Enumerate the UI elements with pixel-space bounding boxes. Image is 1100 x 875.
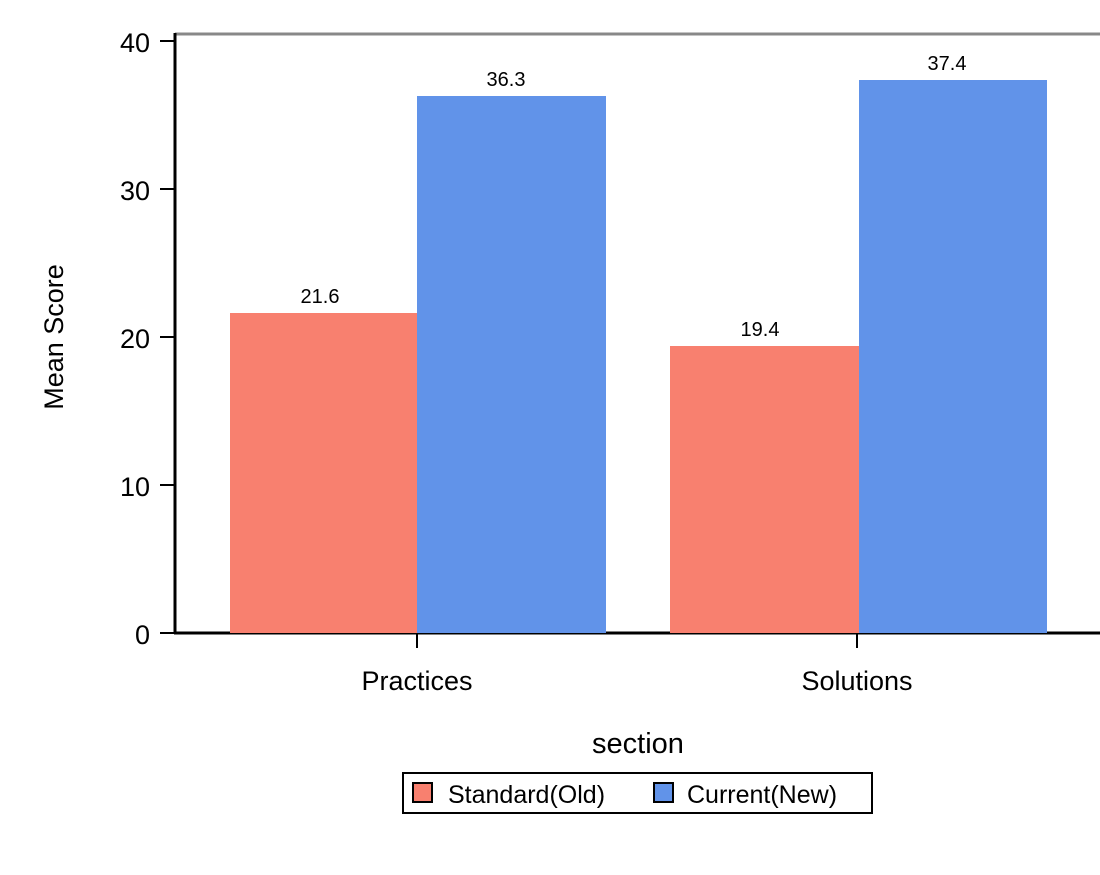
y-tick-label: 40 [120,28,150,58]
data-label: 37.4 [928,53,967,75]
bar-practices-standard [230,313,417,633]
bar-solutions-current [859,80,1047,633]
legend-box [402,772,873,814]
bar-solutions-standard [670,346,859,633]
y-axis-label: Mean Score [39,264,69,410]
data-label: 19.4 [741,319,780,341]
x-tick-label: Practices [361,666,472,696]
data-label: 21.6 [301,286,340,308]
y-ticks: 40 30 20 10 0 [120,28,175,650]
x-tick-label: Solutions [801,666,912,696]
y-tick-label: 20 [120,324,150,354]
bar-practices-current [417,96,606,633]
legend-swatch-standard [412,782,433,803]
legend-label-current: Current(New) [687,781,837,809]
y-tick-label: 10 [120,472,150,502]
legend-label-standard: Standard(Old) [448,781,605,809]
legend-swatch-current [653,782,674,803]
x-axis-label: section [592,728,684,760]
y-tick-label: 30 [120,176,150,206]
data-label: 36.3 [487,69,526,91]
legend: Standard(Old) Current(New) [402,772,873,814]
y-tick-label: 0 [135,620,150,650]
